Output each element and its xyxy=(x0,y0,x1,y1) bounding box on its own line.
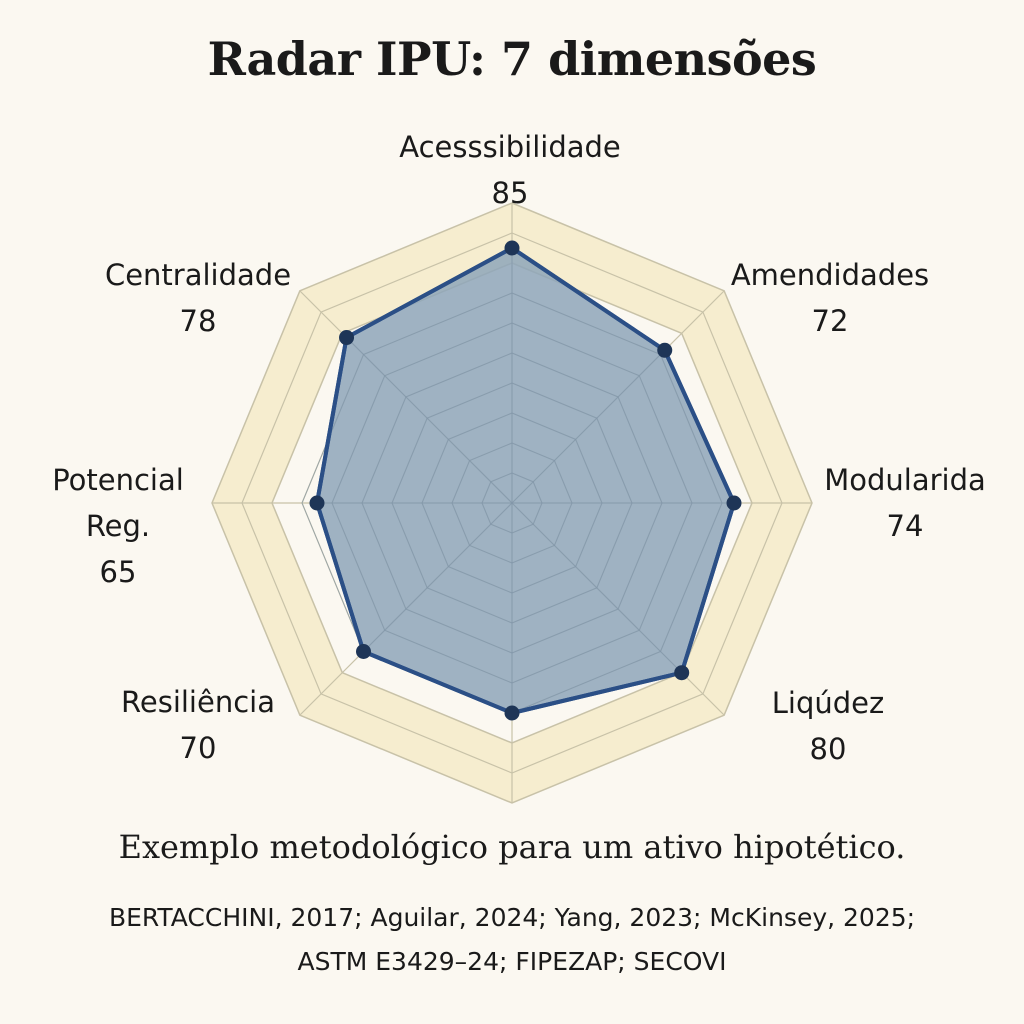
chart-subtitle: Exemplo metodológico para um ativo hipot… xyxy=(118,828,906,866)
spoke-overlay xyxy=(511,349,666,504)
data-point xyxy=(674,665,690,681)
data-point xyxy=(504,240,520,256)
axis-name-label: Potencial xyxy=(52,463,184,497)
data-point xyxy=(504,705,520,721)
axis-value-label: 78 xyxy=(180,304,217,338)
axis-name-label: Modularida xyxy=(824,463,986,497)
data-point xyxy=(339,330,355,346)
axis-name-label: Centralidade xyxy=(105,258,291,292)
axis-value-label: 70 xyxy=(180,731,217,765)
axis-name-label: Liqúdez xyxy=(772,686,884,720)
data-point xyxy=(726,495,742,511)
axis-labels: Acesssibilidade 85 Amendidades 72 Modularida… xyxy=(52,130,986,766)
axis-value-label: 80 xyxy=(810,732,847,766)
axis-value-label: 85 xyxy=(492,176,529,210)
axis-name-label: Resiliência xyxy=(121,685,275,719)
axis-name-label: Acesssibilidade xyxy=(399,130,621,164)
axis-name-label: Amendidades xyxy=(731,258,929,292)
data-point xyxy=(356,643,372,659)
spoke-overlay xyxy=(363,502,513,652)
spoke-overlay xyxy=(346,337,513,504)
data-point xyxy=(309,495,325,511)
axis-value-label: 72 xyxy=(812,304,849,338)
radar-data xyxy=(301,240,742,721)
spoke-overlay xyxy=(511,502,683,674)
axis-name-label: Reg. xyxy=(86,509,150,543)
axis-value-label: 65 xyxy=(100,555,137,589)
data-point xyxy=(657,342,673,358)
axis-value-label: 74 xyxy=(887,509,924,543)
chart-sources: BERTACCHINI, 2017; Aguilar, 2024; Yang, … xyxy=(108,903,916,976)
chart-title: Radar IPU: 7 dimensões xyxy=(207,32,817,86)
